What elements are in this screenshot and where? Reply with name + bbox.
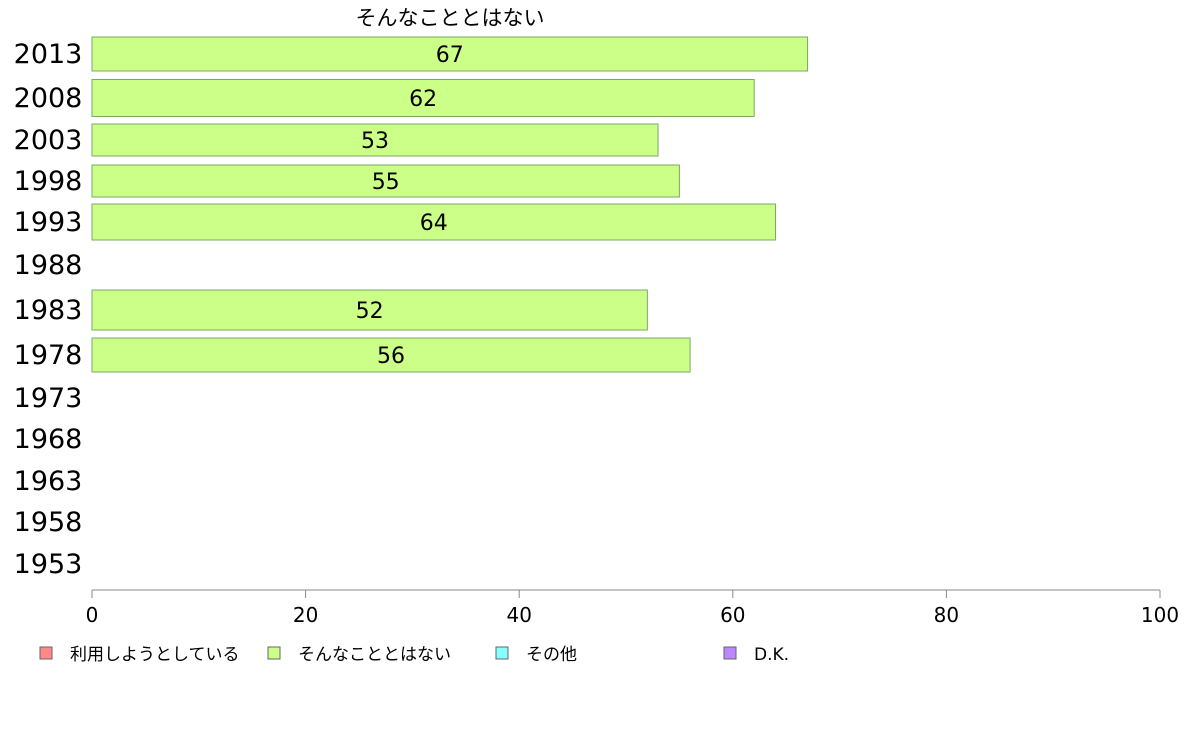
x-tick-label: 100 bbox=[1141, 603, 1179, 627]
bar-value-label: 67 bbox=[436, 43, 464, 68]
bar bbox=[91, 289, 648, 331]
bar bbox=[91, 123, 659, 157]
bar bbox=[91, 36, 809, 72]
legend-swatch bbox=[723, 646, 737, 660]
y-tick-label: 2008 bbox=[14, 83, 83, 114]
legend-item: その他 bbox=[495, 645, 577, 665]
x-tick-label: 60 bbox=[720, 603, 745, 627]
bar bbox=[91, 337, 691, 373]
legend-item: D.K. bbox=[723, 645, 789, 665]
y-tick-label: 1963 bbox=[14, 466, 83, 497]
bar-value-label: 52 bbox=[356, 299, 384, 324]
bar-value-label: 64 bbox=[420, 211, 448, 236]
bar-value-label: 55 bbox=[372, 170, 400, 195]
x-tick-label: 40 bbox=[506, 603, 531, 627]
legend-swatch bbox=[267, 646, 281, 660]
y-tick-label: 2003 bbox=[14, 125, 83, 156]
legend-swatch bbox=[39, 646, 53, 660]
y-tick-label: 2013 bbox=[14, 39, 83, 70]
chart-title: そんなこととはない bbox=[356, 6, 545, 30]
legend-label: その他 bbox=[526, 645, 577, 665]
legend: 利用しようとしている そんなこととはない その他 D.K. bbox=[39, 645, 789, 665]
bar-value-label: 56 bbox=[377, 344, 405, 369]
bar bbox=[91, 203, 777, 241]
y-tick-label: 1978 bbox=[14, 340, 83, 371]
bar bbox=[91, 79, 755, 117]
x-axis: 0 20 40 60 80 100 bbox=[86, 589, 1179, 627]
legend-item: そんなこととはない bbox=[267, 645, 451, 665]
y-tick-label: 1993 bbox=[14, 207, 83, 238]
y-tick-label: 1953 bbox=[14, 549, 83, 580]
y-tick-label: 1988 bbox=[14, 250, 83, 281]
y-tick-label: 1973 bbox=[14, 383, 83, 414]
y-tick-label: 1983 bbox=[14, 295, 83, 326]
y-tick-label: 1998 bbox=[14, 166, 83, 197]
x-tick-label: 20 bbox=[293, 603, 318, 627]
x-tick-label: 80 bbox=[934, 603, 959, 627]
legend-label: D.K. bbox=[754, 645, 789, 665]
y-axis-labels: 2013 2008 2003 1998 1993 1988 1983 1978 1973 1968… bbox=[14, 39, 83, 580]
legend-swatch bbox=[495, 646, 509, 660]
legend-label: そんなこととはない bbox=[298, 645, 451, 665]
bars-group: 67 62 53 55 64 52 56 bbox=[91, 36, 809, 373]
x-tick-label: 0 bbox=[86, 603, 99, 627]
legend-item: 利用しようとしている bbox=[39, 645, 240, 665]
bar-value-label: 53 bbox=[361, 129, 389, 154]
bar-value-label: 62 bbox=[409, 87, 437, 112]
legend-label: 利用しようとしている bbox=[70, 645, 240, 665]
bar bbox=[91, 164, 680, 198]
y-tick-label: 1958 bbox=[14, 507, 83, 538]
y-tick-label: 1968 bbox=[14, 424, 83, 455]
